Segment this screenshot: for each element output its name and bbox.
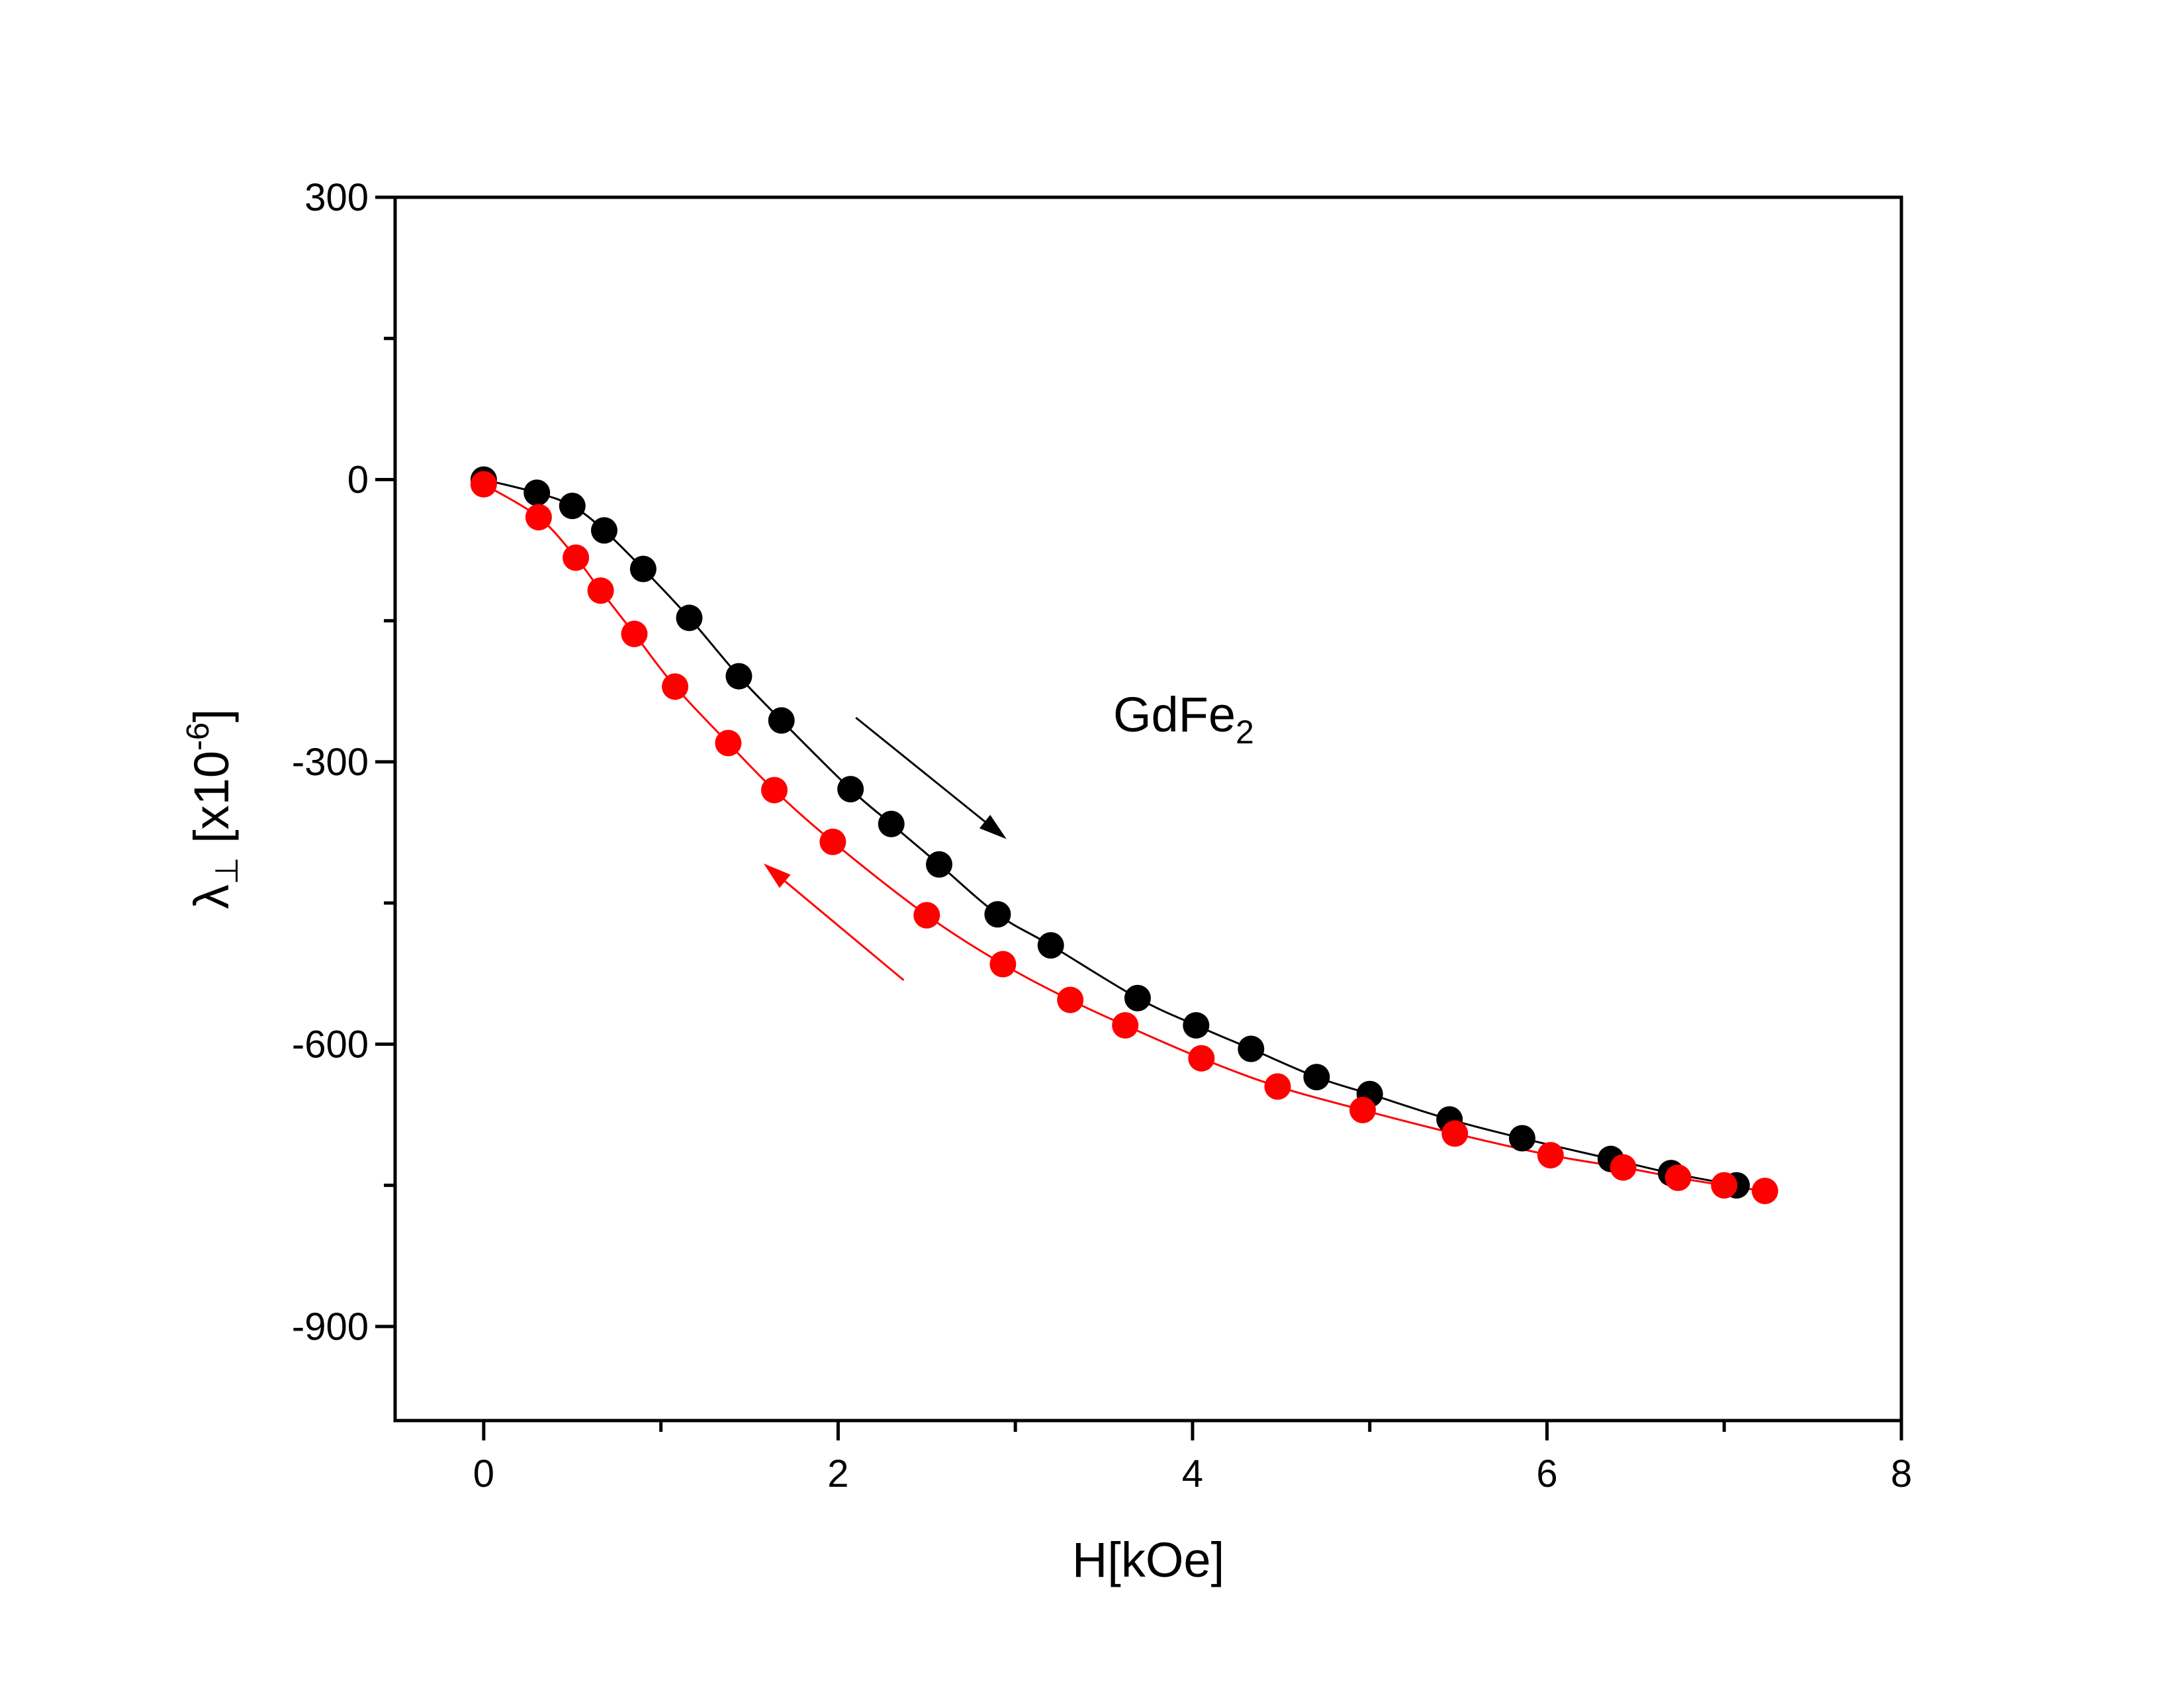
fit-curves [483,479,1766,1192]
y-tick-label: 0 [347,458,369,501]
data-point-decreasing-field [715,729,742,757]
data-point-increasing-field [590,517,617,544]
x-tick-label: 0 [473,1452,494,1495]
data-point-decreasing-field [1711,1172,1738,1199]
data-point-decreasing-field [1664,1164,1692,1192]
y-axis-title-unit: [x10 [184,751,239,857]
fit-curve-decreasing-field [483,483,1766,1192]
y-axis-title-lambda: λ [184,884,239,909]
data-point-increasing-field [926,851,953,878]
data-point-decreasing-field [1112,1011,1139,1039]
data-point-decreasing-field [1188,1045,1215,1072]
x-tick-label: 6 [1536,1452,1557,1495]
y-axis-title: λ⊥ [x10-6] [181,709,245,910]
data-point-decreasing-field [563,544,590,571]
data-point-increasing-field [676,604,703,632]
data-point-decreasing-field [819,828,846,855]
y-axis-ticks: 300 0 -300 -600 -900 [292,176,395,1348]
sample-label-text: GdFe [1113,687,1236,742]
data-point-increasing-field [984,901,1011,928]
x-tick-label: 2 [827,1452,848,1495]
x-tick-label: 4 [1182,1452,1203,1495]
x-axis-ticks: 0 2 4 6 8 [473,1421,1912,1495]
arrow-shaft-decreasing-field [784,880,905,981]
data-point-decreasing-field [1264,1073,1291,1100]
y-axis-title-subscript: ⊥ [210,857,245,884]
data-point-increasing-field [523,479,551,506]
plot-frame [393,195,1903,1423]
direction-arrows [763,716,1007,981]
y-tick-label: -900 [292,1305,369,1348]
arrow-head-increasing-field [979,815,1007,839]
data-point-decreasing-field [662,673,689,700]
data-point-increasing-field [1508,1125,1535,1152]
data-point-increasing-field [1037,932,1064,959]
data-points [470,466,1778,1205]
data-point-decreasing-field [1610,1154,1637,1181]
data-point-increasing-field [878,810,905,837]
data-point-increasing-field [1183,1011,1210,1039]
data-point-decreasing-field [1057,986,1084,1013]
x-tick-label: 8 [1891,1452,1912,1495]
sample-label: GdFe2 [1113,687,1254,751]
data-point-decreasing-field [989,951,1017,978]
data-point-increasing-field [1124,984,1151,1011]
data-point-decreasing-field [761,776,788,804]
data-point-decreasing-field [1537,1142,1564,1169]
arrow-shaft-increasing-field [855,716,986,823]
data-point-decreasing-field [913,902,940,929]
data-point-increasing-field [768,707,795,734]
data-point-increasing-field [1238,1035,1265,1062]
data-point-decreasing-field [1349,1096,1376,1123]
data-point-decreasing-field [1441,1120,1469,1147]
data-point-decreasing-field [1751,1178,1778,1205]
data-point-decreasing-field [621,620,648,647]
x-axis-title: H[kOe] [1072,1532,1224,1587]
sample-label-subscript: 2 [1236,714,1254,751]
data-point-increasing-field [559,492,586,520]
y-axis-title-exponent: -6 [181,722,216,751]
data-point-increasing-field [1303,1064,1330,1091]
y-tick-label: -600 [292,1023,369,1066]
data-point-decreasing-field [587,577,614,604]
data-point-decreasing-field [470,471,497,498]
data-point-decreasing-field [525,504,552,531]
y-tick-label: 300 [304,176,369,219]
y-tick-label: -300 [292,741,369,784]
arrow-head-decreasing-field [763,863,791,888]
data-point-increasing-field [629,555,657,583]
data-point-increasing-field [837,776,864,803]
fit-curve-increasing-field [483,479,1737,1187]
data-point-increasing-field [725,663,752,690]
y-axis-title-bracket-close: ] [184,709,239,723]
